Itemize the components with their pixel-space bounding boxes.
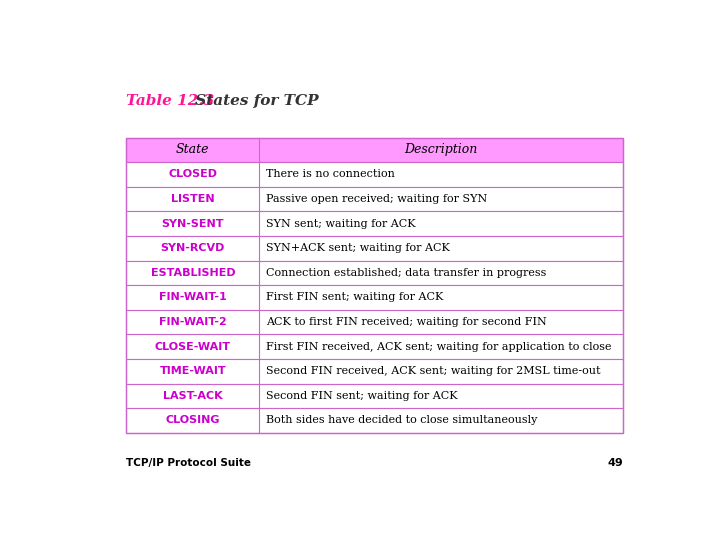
- Text: State: State: [176, 143, 210, 157]
- Text: ESTABLISHED: ESTABLISHED: [150, 268, 235, 278]
- Bar: [126, 211, 623, 236]
- Text: 49: 49: [607, 458, 623, 468]
- Text: There is no connection: There is no connection: [266, 170, 395, 179]
- Text: FIN-WAIT-1: FIN-WAIT-1: [159, 293, 227, 302]
- Text: Second FIN sent; waiting for ACK: Second FIN sent; waiting for ACK: [266, 391, 458, 401]
- Text: Connection established; data transfer in progress: Connection established; data transfer in…: [266, 268, 546, 278]
- Bar: [126, 138, 623, 162]
- Text: First FIN received, ACK sent; waiting for application to close: First FIN received, ACK sent; waiting fo…: [266, 342, 611, 352]
- Text: CLOSING: CLOSING: [166, 415, 220, 426]
- Text: SYN-SENT: SYN-SENT: [161, 219, 224, 228]
- Text: LISTEN: LISTEN: [171, 194, 215, 204]
- Bar: [126, 310, 623, 334]
- Text: ACK to first FIN received; waiting for second FIN: ACK to first FIN received; waiting for s…: [266, 317, 546, 327]
- Bar: [126, 187, 623, 211]
- Text: Table 12.3: Table 12.3: [126, 94, 215, 109]
- Text: SYN-RCVD: SYN-RCVD: [161, 244, 225, 253]
- Bar: [126, 408, 623, 433]
- Bar: [126, 261, 623, 285]
- Text: Passive open received; waiting for SYN: Passive open received; waiting for SYN: [266, 194, 487, 204]
- Text: TIME-WAIT: TIME-WAIT: [160, 366, 226, 376]
- Text: TCP/IP Protocol Suite: TCP/IP Protocol Suite: [126, 458, 251, 468]
- Text: FIN-WAIT-2: FIN-WAIT-2: [159, 317, 227, 327]
- Text: First FIN sent; waiting for ACK: First FIN sent; waiting for ACK: [266, 293, 444, 302]
- Text: CLOSED: CLOSED: [168, 170, 217, 179]
- Bar: [126, 162, 623, 187]
- Bar: [126, 334, 623, 359]
- Text: Both sides have decided to close simultaneously: Both sides have decided to close simulta…: [266, 415, 537, 426]
- Text: SYN sent; waiting for ACK: SYN sent; waiting for ACK: [266, 219, 415, 228]
- Text: States for TCP: States for TCP: [190, 94, 319, 109]
- Text: LAST-ACK: LAST-ACK: [163, 391, 222, 401]
- Bar: [126, 236, 623, 261]
- Bar: [126, 359, 623, 383]
- Bar: [126, 383, 623, 408]
- Text: Description: Description: [405, 143, 478, 157]
- Text: CLOSE-WAIT: CLOSE-WAIT: [155, 342, 231, 352]
- Text: SYN+ACK sent; waiting for ACK: SYN+ACK sent; waiting for ACK: [266, 244, 450, 253]
- Text: Second FIN received, ACK sent; waiting for 2MSL time-out: Second FIN received, ACK sent; waiting f…: [266, 366, 600, 376]
- Bar: [126, 285, 623, 310]
